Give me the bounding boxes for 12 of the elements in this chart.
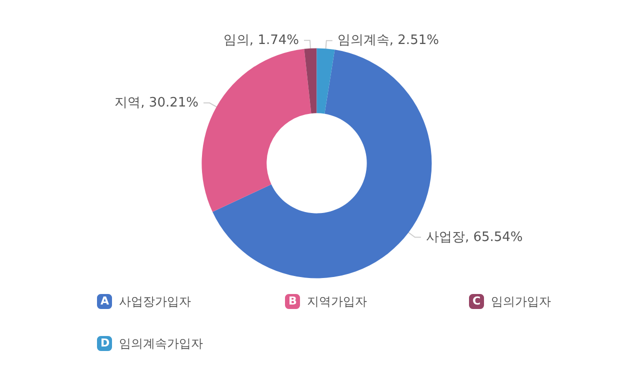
legend-label: 임의가입자 bbox=[491, 294, 551, 308]
text: C bbox=[472, 294, 481, 308]
legend-label: 사업장가입자 bbox=[119, 294, 191, 308]
text: A bbox=[100, 294, 110, 308]
legend-label: 지역가입자 bbox=[307, 294, 367, 308]
text: B bbox=[288, 294, 297, 308]
data-label: 임의, 1.74% bbox=[223, 32, 299, 48]
data-label: 사업장, 65.54% bbox=[426, 230, 523, 245]
text: D bbox=[100, 336, 110, 350]
legend-label: 임의계속가입자 bbox=[119, 336, 203, 350]
data-label: 지역, 30.21% bbox=[114, 95, 198, 110]
data-label: 임의계속, 2.51% bbox=[337, 33, 439, 48]
